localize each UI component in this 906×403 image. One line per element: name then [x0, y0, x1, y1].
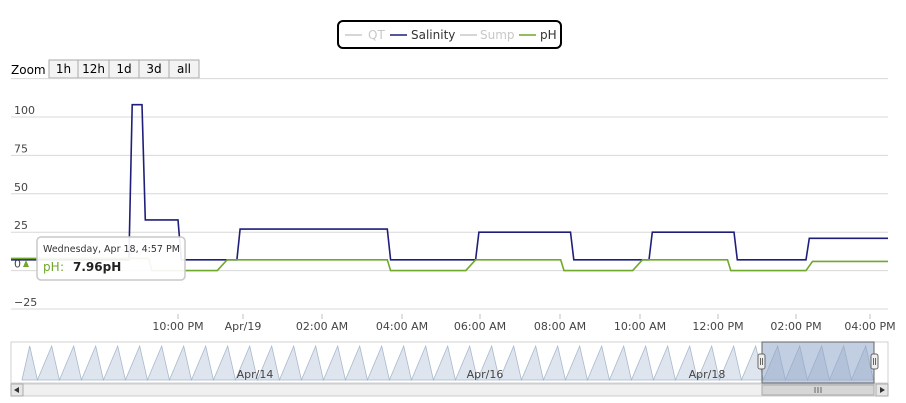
tooltip-marker [23, 260, 29, 267]
legend-item-qt[interactable]: QT [345, 28, 385, 42]
navigator-selection[interactable] [761, 341, 875, 384]
x-tick-label: 04:00 AM [376, 320, 428, 333]
y-tick-label: 25 [14, 219, 28, 232]
scroll-left-button[interactable] [10, 383, 24, 397]
x-tick-label: 10:00 PM [152, 320, 203, 333]
chevron-right-icon [880, 387, 885, 393]
legend-item-sump[interactable]: Sump [460, 28, 515, 42]
zoom-button-12h-label: 12h [82, 62, 105, 76]
scroll-right-button[interactable] [875, 383, 889, 397]
y-tick-label: 100 [14, 104, 35, 117]
x-tick-label: Apr/19 [225, 320, 262, 333]
navigator-handle-right[interactable] [870, 353, 879, 370]
x-tick-label: 02:00 AM [296, 320, 348, 333]
zoom-selector: Zoom 1h 12h 1d 3d all [11, 59, 200, 79]
legend-item-salinity[interactable]: Salinity [390, 28, 455, 42]
zoom-button-1d[interactable]: 1d [108, 59, 140, 79]
zoom-button-3d-label: 3d [146, 62, 161, 76]
legend-label-ph: pH [540, 28, 557, 42]
tooltip-value: 7.96pH [73, 260, 121, 274]
legend-label-sump: Sump [480, 28, 515, 42]
x-axis-ticks: 10:00 PM Apr/19 02:00 AM 04:00 AM 06:00 AM 08… [152, 314, 896, 333]
y-tick-label: −25 [14, 296, 37, 309]
y-tick-label: 0 [14, 258, 21, 271]
y-axis-ticks: −25 0 25 50 75 100 [14, 104, 37, 309]
tooltip-colon: : [60, 260, 64, 274]
legend: QT Salinity Sump pH [337, 20, 562, 49]
y-tick-label: 50 [14, 181, 28, 194]
x-tick-label: 12:00 PM [692, 320, 743, 333]
navigator[interactable]: Apr/14 Apr/16 Apr/18 [10, 341, 889, 384]
zoom-button-all-label: all [177, 62, 191, 76]
zoom-button-all[interactable]: all [168, 59, 200, 79]
x-tick-label: 06:00 AM [454, 320, 506, 333]
x-tick-label: 04:00 PM [844, 320, 895, 333]
legend-item-ph[interactable]: pH [519, 28, 557, 42]
series-line-salinity[interactable] [11, 103, 888, 261]
zoom-label: Zoom [11, 63, 46, 77]
navigator-label-apr18: Apr/18 [689, 368, 726, 381]
tooltip: Wednesday, Apr 18, 4:57 PM pH : 7.96pH [36, 236, 186, 281]
zoom-button-1h[interactable]: 1h [48, 59, 79, 79]
navigator-label-apr16: Apr/16 [467, 368, 504, 381]
tooltip-header: Wednesday, Apr 18, 4:57 PM [43, 244, 180, 255]
x-tick-label: 08:00 AM [534, 320, 586, 333]
y-tick-label: 75 [14, 142, 28, 155]
legend-label-salinity: Salinity [411, 28, 455, 42]
chevron-left-icon [14, 387, 19, 393]
navigator-series [21, 344, 874, 382]
x-tick-label: 02:00 PM [770, 320, 821, 333]
zoom-button-1d-label: 1d [116, 62, 131, 76]
navigator-wave [21, 344, 874, 382]
zoom-button-12h[interactable]: 12h [77, 59, 110, 79]
tooltip-series-label: pH [43, 260, 60, 274]
navigator-handle-left[interactable] [757, 353, 766, 370]
legend-label-qt: QT [368, 28, 385, 42]
zoom-button-3d[interactable]: 3d [138, 59, 170, 79]
x-tick-label: 10:00 AM [614, 320, 666, 333]
scrollbar[interactable] [10, 383, 889, 397]
zoom-button-1h-label: 1h [56, 62, 71, 76]
navigator-label-apr14: Apr/14 [237, 368, 274, 381]
